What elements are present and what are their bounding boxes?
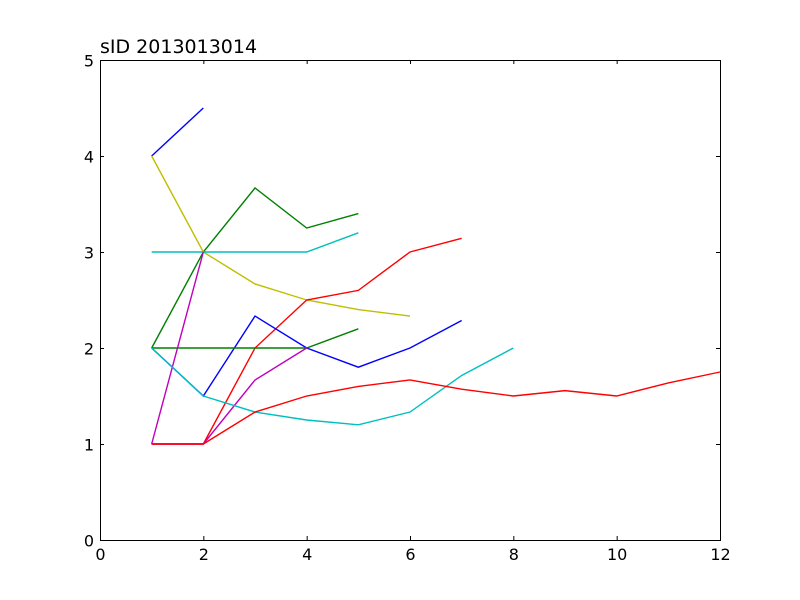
x-tick-label: 10 (607, 545, 627, 564)
plot-frame (100, 60, 721, 541)
series-line-8 (150, 251, 205, 445)
y-tick-label: 5 (84, 52, 94, 71)
series-line-7 (151, 328, 359, 349)
series-line-1 (151, 107, 204, 157)
series-layer (150, 107, 721, 445)
x-tick-label: 2 (199, 545, 209, 564)
y-tick-label: 2 (84, 340, 94, 359)
x-tick-label: 12 (710, 545, 730, 564)
series-line-6 (151, 315, 462, 398)
x-tick-label: 0 (95, 545, 105, 564)
y-tick-label: 4 (84, 148, 94, 167)
y-tick-label: 3 (84, 244, 94, 263)
x-tick-label: 8 (509, 545, 519, 564)
y-tick-label: 0 (84, 532, 94, 551)
series-line-11 (151, 371, 721, 445)
chart-title: sID 2013013014 (100, 36, 257, 58)
x-tick-label: 6 (405, 545, 415, 564)
y-tick-label: 1 (84, 436, 94, 455)
x-tick-label: 4 (302, 545, 312, 564)
series-line-3 (151, 155, 411, 317)
series-line-2 (151, 186, 359, 349)
series-line-4 (151, 232, 359, 253)
series-line-10 (151, 347, 514, 426)
